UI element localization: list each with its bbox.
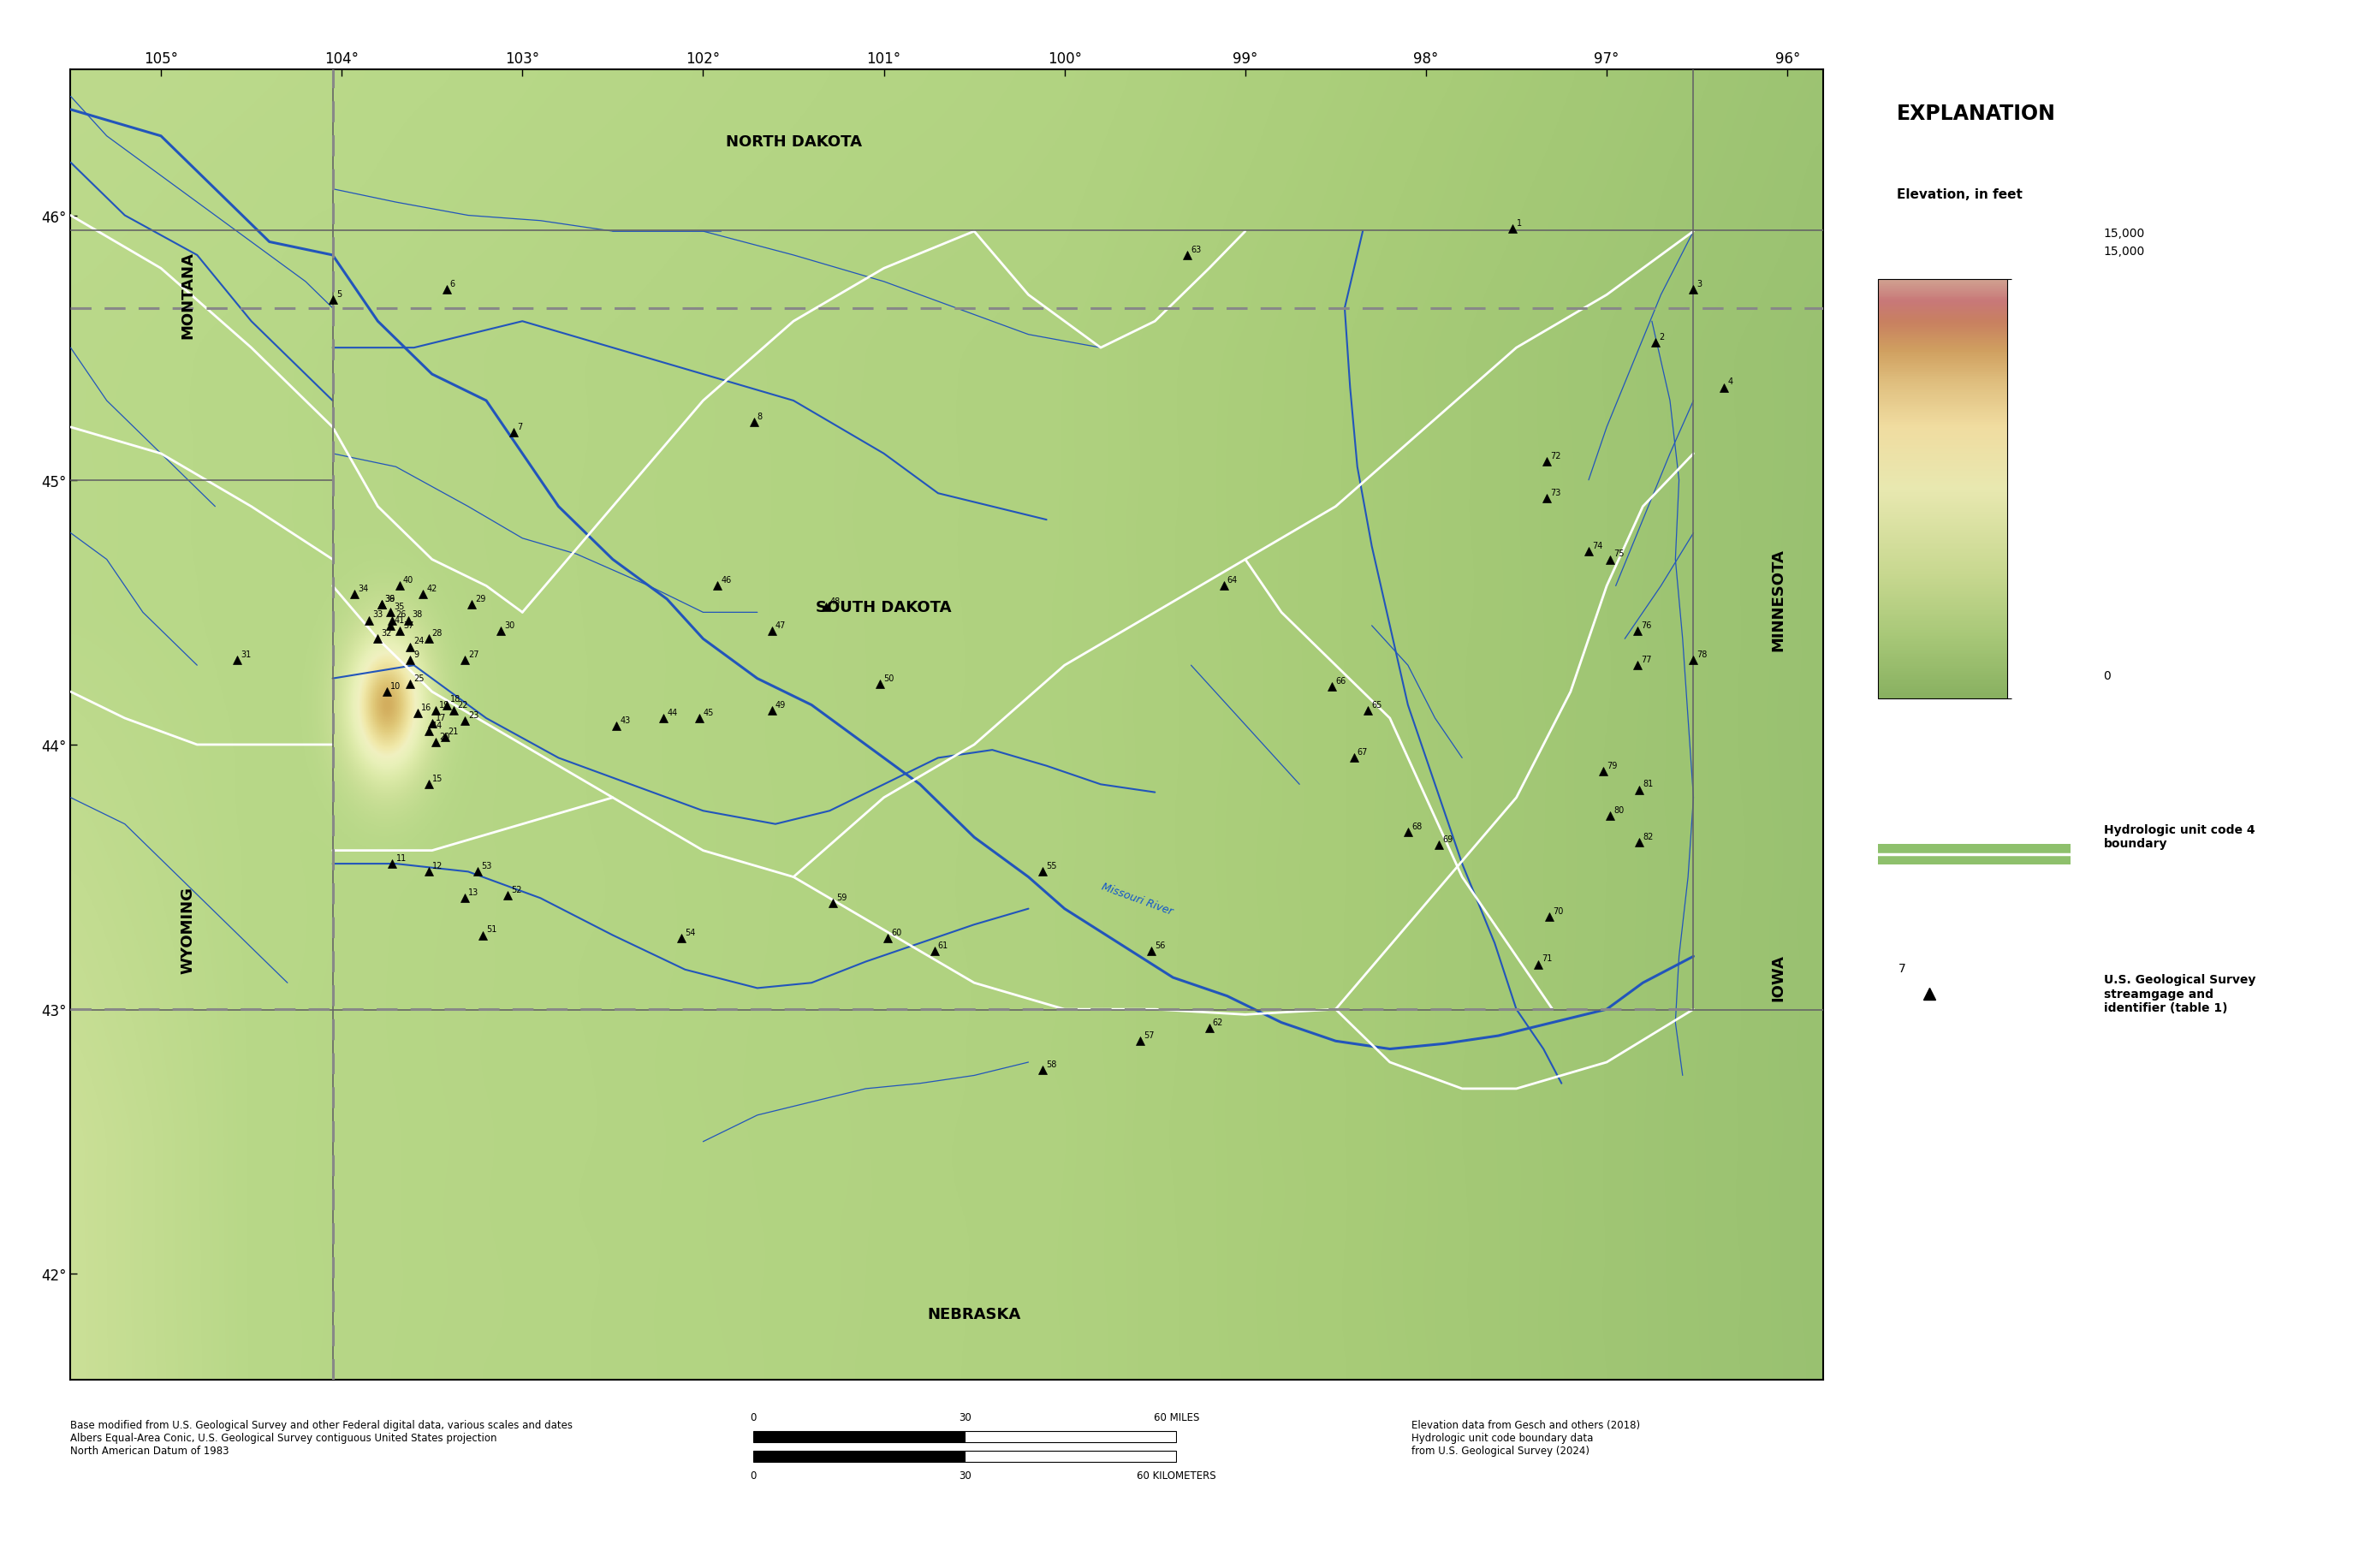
Text: 30: 30 bbox=[958, 1411, 972, 1424]
Text: WYOMING: WYOMING bbox=[181, 886, 195, 974]
Text: 0: 0 bbox=[751, 1411, 755, 1424]
Text: 47: 47 bbox=[776, 621, 786, 629]
Text: 72: 72 bbox=[1551, 452, 1562, 459]
Text: NORTH DAKOTA: NORTH DAKOTA bbox=[725, 135, 861, 149]
Text: 0: 0 bbox=[2104, 670, 2111, 682]
Text: 75: 75 bbox=[1614, 549, 1624, 558]
Text: Base modified from U.S. Geological Survey and other Federal digital data, variou: Base modified from U.S. Geological Surve… bbox=[71, 1419, 574, 1455]
Text: 37: 37 bbox=[402, 621, 414, 629]
Bar bbox=[753, 1432, 965, 1443]
Text: SOUTH DAKOTA: SOUTH DAKOTA bbox=[816, 601, 951, 615]
Text: 64: 64 bbox=[1228, 575, 1238, 585]
Text: 60 MILES: 60 MILES bbox=[1153, 1411, 1200, 1424]
Text: 80: 80 bbox=[1614, 806, 1624, 815]
Text: 60 KILOMETERS: 60 KILOMETERS bbox=[1136, 1471, 1217, 1482]
Text: 62: 62 bbox=[1212, 1018, 1224, 1025]
Text: 60: 60 bbox=[892, 928, 901, 936]
Text: 57: 57 bbox=[1144, 1030, 1155, 1040]
Text: 29: 29 bbox=[475, 594, 487, 604]
Text: 40: 40 bbox=[402, 575, 414, 585]
Text: NEBRASKA: NEBRASKA bbox=[927, 1306, 1021, 1322]
Text: 41: 41 bbox=[393, 616, 405, 624]
Text: 8: 8 bbox=[758, 412, 762, 420]
Text: 10: 10 bbox=[391, 682, 400, 690]
Text: 68: 68 bbox=[1412, 822, 1421, 831]
Bar bbox=[965, 1432, 1176, 1443]
Text: 65: 65 bbox=[1372, 701, 1381, 709]
Text: EXPLANATION: EXPLANATION bbox=[1897, 103, 2057, 124]
Text: 7: 7 bbox=[1899, 963, 1906, 974]
Text: 36: 36 bbox=[386, 594, 395, 604]
Text: U.S. Geological Survey
streamgage and
identifier (table 1): U.S. Geological Survey streamgage and id… bbox=[2104, 974, 2257, 1013]
Text: 18: 18 bbox=[449, 695, 461, 704]
Text: 16: 16 bbox=[421, 702, 431, 712]
Text: 63: 63 bbox=[1191, 245, 1202, 254]
Text: 3: 3 bbox=[1697, 279, 1701, 289]
Text: 69: 69 bbox=[1442, 836, 1452, 844]
Text: 27: 27 bbox=[468, 651, 478, 659]
Text: 19: 19 bbox=[440, 701, 449, 709]
Text: 42: 42 bbox=[426, 583, 438, 593]
Text: 38: 38 bbox=[412, 610, 424, 619]
Text: 52: 52 bbox=[511, 886, 522, 894]
Text: IOWA: IOWA bbox=[1772, 955, 1786, 1002]
Text: 15,000: 15,000 bbox=[2104, 245, 2146, 257]
Text: 45: 45 bbox=[704, 709, 713, 717]
Text: 17: 17 bbox=[435, 713, 447, 721]
Text: 35: 35 bbox=[393, 602, 405, 612]
Text: 12: 12 bbox=[433, 861, 442, 870]
Text: 55: 55 bbox=[1047, 861, 1056, 870]
Text: 31: 31 bbox=[240, 651, 252, 659]
Bar bbox=[1878, 844, 2071, 866]
Text: 14: 14 bbox=[433, 721, 442, 731]
Text: 15,000: 15,000 bbox=[2104, 227, 2146, 240]
Text: 76: 76 bbox=[1640, 621, 1652, 629]
Text: 54: 54 bbox=[685, 928, 696, 936]
Text: 20: 20 bbox=[440, 732, 449, 740]
Text: 11: 11 bbox=[395, 853, 407, 862]
Text: 44: 44 bbox=[666, 709, 678, 717]
Text: 30: 30 bbox=[958, 1471, 972, 1482]
Text: 53: 53 bbox=[480, 861, 492, 870]
Text: 78: 78 bbox=[1697, 651, 1708, 659]
Text: 61: 61 bbox=[939, 941, 948, 950]
Text: 77: 77 bbox=[1640, 655, 1652, 663]
Text: 23: 23 bbox=[468, 710, 478, 720]
Text: 50: 50 bbox=[885, 674, 894, 682]
Text: 4: 4 bbox=[1727, 378, 1734, 386]
Text: Elevation, in feet: Elevation, in feet bbox=[1897, 188, 2021, 201]
Text: 2: 2 bbox=[1659, 332, 1664, 342]
Text: 6: 6 bbox=[449, 279, 454, 289]
Text: 58: 58 bbox=[1047, 1060, 1056, 1068]
Text: 74: 74 bbox=[1593, 541, 1602, 550]
Text: MONTANA: MONTANA bbox=[181, 252, 195, 339]
Text: 49: 49 bbox=[776, 701, 786, 709]
Text: 26: 26 bbox=[395, 610, 407, 619]
Text: 39: 39 bbox=[386, 594, 395, 604]
Text: 46: 46 bbox=[720, 575, 732, 585]
Text: 66: 66 bbox=[1337, 676, 1346, 685]
Text: 43: 43 bbox=[619, 717, 631, 724]
Text: Missouri River: Missouri River bbox=[1099, 880, 1174, 917]
Text: 82: 82 bbox=[1642, 833, 1654, 840]
Text: 13: 13 bbox=[468, 887, 478, 897]
Text: 21: 21 bbox=[449, 726, 459, 735]
Text: 81: 81 bbox=[1642, 779, 1654, 789]
Text: 30: 30 bbox=[504, 621, 515, 629]
Text: 73: 73 bbox=[1551, 489, 1562, 497]
Text: 59: 59 bbox=[838, 894, 847, 902]
Text: Elevation data from Gesch and others (2018)
Hydrologic unit code boundary data
f: Elevation data from Gesch and others (20… bbox=[1412, 1419, 1640, 1455]
Text: 56: 56 bbox=[1155, 941, 1165, 950]
Bar bbox=[753, 1450, 965, 1461]
Text: 24: 24 bbox=[414, 637, 424, 646]
Text: 71: 71 bbox=[1541, 955, 1553, 963]
Text: 51: 51 bbox=[487, 925, 496, 933]
Text: Hydrologic unit code 4
boundary: Hydrologic unit code 4 boundary bbox=[2104, 823, 2254, 850]
Text: 28: 28 bbox=[433, 629, 442, 637]
Text: 67: 67 bbox=[1358, 748, 1367, 756]
Text: 34: 34 bbox=[358, 583, 369, 593]
Text: 70: 70 bbox=[1553, 906, 1562, 916]
Text: 32: 32 bbox=[381, 629, 393, 637]
Text: 0: 0 bbox=[751, 1471, 755, 1482]
Text: 79: 79 bbox=[1607, 760, 1617, 770]
